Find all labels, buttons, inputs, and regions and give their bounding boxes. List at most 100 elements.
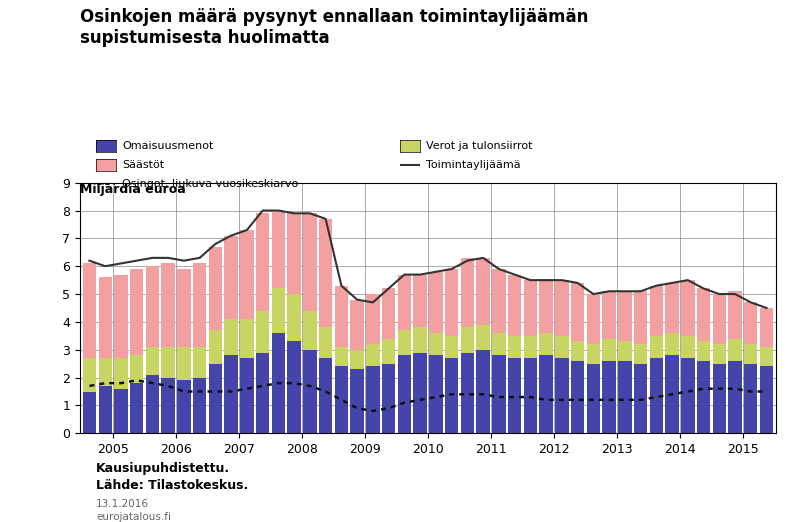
Bar	[666, 283, 678, 333]
Bar	[334, 366, 348, 433]
Bar	[713, 294, 726, 344]
Bar	[162, 347, 175, 377]
Bar	[146, 266, 159, 347]
Bar	[287, 294, 301, 341]
Bar	[477, 325, 490, 350]
Bar	[382, 289, 395, 339]
Text: Omaisuusmenot: Omaisuusmenot	[122, 141, 214, 151]
Text: Osingot, liukuva vuosikeskiarvo: Osingot, liukuva vuosikeskiarvo	[122, 179, 298, 189]
Text: Kausiupuhdistettu.: Kausiupuhdistettu.	[96, 462, 230, 475]
Bar	[319, 358, 332, 433]
Bar	[492, 269, 506, 333]
Bar	[461, 352, 474, 433]
Bar	[398, 275, 411, 330]
Bar	[366, 366, 379, 433]
Bar	[225, 355, 238, 433]
Bar	[225, 319, 238, 355]
Bar	[178, 347, 190, 381]
Bar	[445, 336, 458, 358]
Bar	[193, 347, 206, 377]
Bar	[366, 294, 379, 344]
Bar	[398, 355, 411, 433]
Bar	[760, 366, 774, 433]
Bar	[477, 258, 490, 325]
Bar	[287, 341, 301, 433]
Bar	[98, 358, 112, 386]
Bar	[539, 355, 553, 433]
Bar	[681, 358, 694, 433]
Bar	[618, 341, 631, 361]
Bar	[586, 364, 600, 433]
Bar	[429, 272, 442, 333]
Bar	[760, 308, 774, 347]
Text: Osinkojen määrä pysynyt ennallaan toimintaylijäämän
supistumisesta huolimatta: Osinkojen määrä pysynyt ennallaan toimin…	[80, 8, 588, 46]
Bar	[539, 280, 553, 333]
Bar	[82, 358, 96, 392]
Bar	[414, 327, 427, 352]
Bar	[178, 269, 190, 347]
Bar	[744, 364, 758, 433]
Bar	[492, 333, 506, 355]
Bar	[555, 280, 569, 336]
Bar	[414, 275, 427, 327]
Bar	[461, 258, 474, 327]
Bar	[697, 289, 710, 341]
Bar	[350, 369, 364, 433]
Bar	[461, 327, 474, 352]
Bar	[240, 230, 254, 319]
Bar	[539, 333, 553, 355]
Bar	[555, 358, 569, 433]
Bar	[303, 311, 317, 350]
Bar	[209, 330, 222, 364]
Bar	[414, 352, 427, 433]
Bar	[193, 264, 206, 347]
Bar	[445, 269, 458, 336]
Bar	[508, 336, 522, 358]
Bar	[602, 339, 616, 361]
Bar	[508, 275, 522, 336]
Bar	[225, 235, 238, 319]
Bar	[744, 302, 758, 344]
Bar	[681, 336, 694, 358]
Bar	[728, 291, 742, 339]
Bar	[382, 339, 395, 364]
Bar	[524, 358, 537, 433]
Bar	[602, 291, 616, 339]
Bar	[350, 350, 364, 369]
Bar	[508, 358, 522, 433]
Bar	[555, 336, 569, 358]
Bar	[744, 344, 758, 364]
Bar	[650, 286, 663, 336]
Text: Verot ja tulonsiirrot: Verot ja tulonsiirrot	[426, 141, 533, 151]
Text: eurojatalous.fi: eurojatalous.fi	[96, 512, 171, 521]
Bar	[492, 355, 506, 433]
Bar	[728, 361, 742, 433]
Text: Toimintaylijäämä: Toimintaylijäämä	[426, 160, 521, 170]
Bar	[272, 289, 285, 333]
Bar	[429, 333, 442, 355]
Bar	[571, 361, 584, 433]
Bar	[366, 344, 379, 366]
Bar	[666, 333, 678, 355]
Bar	[382, 364, 395, 433]
Bar	[681, 280, 694, 336]
Bar	[240, 358, 254, 433]
Bar	[524, 280, 537, 336]
Bar	[114, 389, 128, 433]
Bar	[334, 286, 348, 347]
Bar	[193, 377, 206, 433]
Bar	[130, 355, 143, 383]
Bar	[650, 358, 663, 433]
Bar	[256, 352, 270, 433]
Bar	[256, 311, 270, 352]
Bar	[334, 347, 348, 366]
Bar	[650, 336, 663, 358]
Bar	[713, 364, 726, 433]
Bar	[524, 336, 537, 358]
Text: Miljardia euroa: Miljardia euroa	[80, 183, 186, 196]
Bar	[114, 275, 128, 358]
Bar	[618, 291, 631, 341]
Bar	[429, 355, 442, 433]
Bar	[209, 247, 222, 330]
Bar	[130, 269, 143, 355]
